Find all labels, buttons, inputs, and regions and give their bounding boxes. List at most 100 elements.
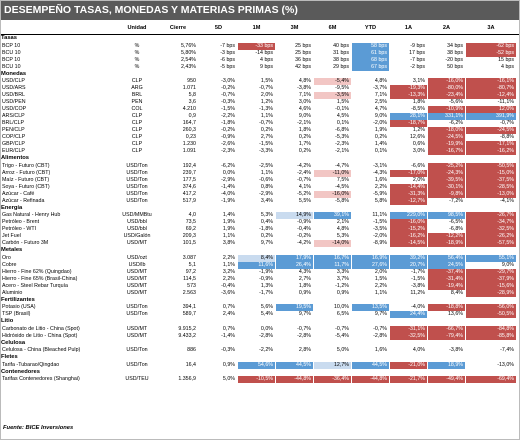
perf-cell-1a: 12,6% [409,134,425,140]
row-unit: USD/Ton [126,176,148,183]
perf-cell-ytd: -5,9% [373,190,387,197]
row-name: Oro [2,254,11,261]
perf-cell-5d: -2,6% [221,141,235,147]
perf-cell-2a: -12,2% [428,233,465,240]
row-close-value: 4.210 [182,106,196,112]
row-unit: USD/bbl [127,226,147,232]
row-name: Acero - Steel Rebar Turquía [2,282,68,289]
perf-cell-3m: 7,1% [298,92,311,98]
perf-cell-ytd: 67 bps [352,63,389,71]
row-close-value: 1.356,9 [178,376,196,382]
perf-cell-3a: -37,5% [466,176,516,184]
perf-cell-1a: -8,5% [411,106,425,112]
row-unit: USD/bbl [127,219,147,225]
perf-cell-2a: -24,3% [428,169,465,177]
perf-cell-3a: -12,4% [466,92,516,99]
header-divider [0,34,520,35]
perf-cell-5d: 0,9% [222,361,235,368]
perf-cell-6m: -5,4% [314,78,351,85]
perf-cell-ytd: 4,8% [374,78,387,84]
row-unit: CLP [131,141,143,147]
perf-cell-2a: -24,5% [428,134,465,141]
row-close-value: 5,1 [188,261,196,268]
row-close-value: 73,5 [185,219,196,225]
perf-cell-2a: 8,4% [450,289,463,296]
perf-cell-1a: -7 bps [410,56,425,63]
perf-cell-1m: 0,2% [260,233,273,239]
perf-cell-5d: 2,4% [222,311,235,317]
perf-cell-ytd: 58 bps [352,42,389,50]
perf-cell-1m: 0,8% [260,183,273,190]
section-header: Celulosa [0,340,520,348]
perf-cell-2a: -18,0% [428,127,465,134]
perf-cell-3a: 12,0% [466,106,516,113]
perf-cell-2a: -30,1% [428,183,465,191]
row-name: BCP 10 [2,56,21,63]
table-row: Petróleo - WTI USD/bbl 69,2 1,9% -1,8% -0,4% 4… [0,226,520,233]
section-label: Litio [1,318,14,324]
perf-cell-3a: -16,2% [466,148,516,155]
header-ytd: YTD [364,25,377,31]
perf-cell-3a: -50,5% [466,162,516,170]
perf-cell-2a: 38 bps [447,49,463,56]
row-unit: % [134,49,140,56]
perf-cell-5d: -3 bps [220,49,235,56]
perf-cell-5d: -0,2% [221,127,235,133]
perf-cell-2a: -6,5% [449,219,463,225]
perf-cell-3a: -50,5% [466,311,516,318]
row-name: Aluminio [2,289,23,296]
row-close-value: 5,8 [188,92,196,98]
perf-cell-3m: -3,8% [297,85,311,91]
table-row: Carbonato de Litio - China (Spot) USD/MT 9… [0,325,520,333]
row-name: EUR/CLP [2,148,25,154]
row-close-value: 1.230 [182,141,196,147]
perf-cell-1m: 9,7% [260,240,273,246]
perf-cell-5d: 0,7% [222,304,235,310]
perf-cell-6m: 4,5% [336,113,349,119]
perf-cell-1m: -2,8% [259,332,273,339]
perf-cell-6m: 2,1% [336,219,349,225]
row-close-value: 239,7 [182,169,196,176]
perf-cell-3m: 0,2% [298,148,311,154]
row-close-value: 573 [187,282,196,289]
perf-cell-3m: 5,5% [298,197,311,204]
header-3a: 3A [487,25,495,31]
perf-cell-3m: 9,0% [298,113,311,119]
perf-cell-5d: -0,3% [221,347,235,353]
table-row: BCP 10% 5,76% -7 bps -33 bps 25 bps 40 bps 58 … [0,42,520,50]
table-row: Gas Natural - Henry Hub USD/MMBtu 4,0 1,4% 5… [0,212,520,219]
row-unit: USD/Ton [126,347,148,353]
perf-cell-6m: -16,0% [314,190,351,198]
perf-cell-3m: 36 bps [295,56,311,63]
perf-cell-1m: -3,3% [259,148,273,154]
perf-cell-6m: 3,3% [336,268,349,275]
perf-cell-3a: -85,8% [466,332,516,340]
perf-cell-ytd: 9,7% [374,311,387,317]
row-name: USD/PEN [2,99,26,105]
perf-cell-3m: -4,2% [297,240,311,246]
perf-cell-ytd: 11,1% [372,212,387,218]
perf-cell-1a: -14,5% [390,240,427,247]
perf-cell-2a: -49,4% [428,376,465,383]
perf-cell-1a: -6,6% [411,162,425,169]
perf-cell-5d: -1,4% [221,332,235,339]
perf-cell-6m: -6,8% [335,127,349,133]
perf-cell-3a: -26,7% [466,212,516,219]
perf-cell-1a: 2,0% [412,176,425,183]
row-name: BCU 10 [2,49,21,56]
perf-cell-3m: 0,2% [298,134,311,140]
row-name: ARS/CLP [2,113,25,119]
perf-cell-6m: 5,0% [336,347,349,353]
perf-cell-ytd: 1,6% [374,176,387,183]
perf-cell-ytd: -3,7% [373,85,387,91]
perf-cell-1a: 17 bps [409,49,425,56]
perf-cell-1a: -1,5% [411,275,425,282]
perf-cell-1a: 11,2% [410,289,425,296]
row-name: Hidróxido de Litio - China (Spot) [2,332,78,339]
row-unit: USD/Ton [126,304,148,310]
perf-cell-1a: 229,0% [390,212,427,219]
row-unit: USD/MT [126,282,148,289]
table-row: BCU 10% 2,43% -5 bps 9 bps 42 bps 29 bps 67 bp… [0,63,520,71]
perf-cell-2a: 331,1% [428,113,465,120]
perf-cell-2a: -23,4% [428,92,465,99]
